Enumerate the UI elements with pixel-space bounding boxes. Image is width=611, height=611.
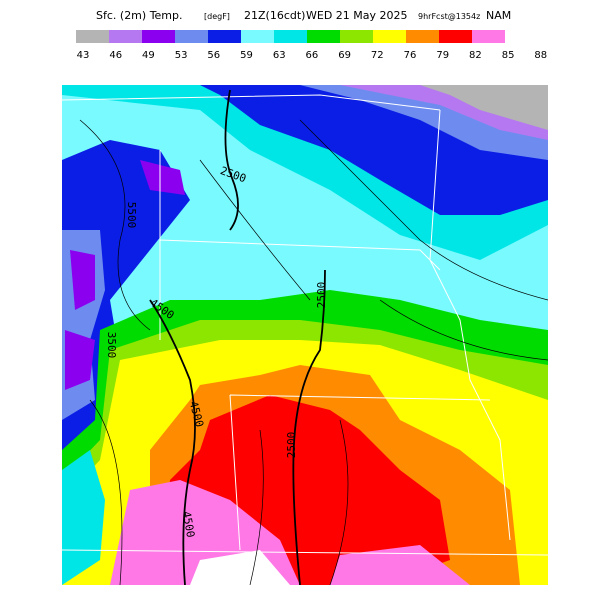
title-part: 21Z(16cdt) [244,9,305,22]
colorbar-label: 69 [338,50,351,61]
contour-label: 3500 [105,332,118,359]
contour-label: 5500 [125,202,138,229]
temperature-field [62,85,548,585]
colorbar-label: 49 [142,50,155,61]
colorbar-label: 79 [436,50,449,61]
contour-label: 2500 [315,282,328,309]
title-part: NAM [486,9,511,22]
title-part: WED 21 May 2025 [306,9,408,22]
colorbar-swatch [142,30,175,43]
field-west-blue [62,140,190,470]
colorbar-label: 76 [404,50,417,61]
field-sw-cyan [62,450,105,585]
colorbar-swatch [340,30,373,43]
colorbar-label: 72 [371,50,384,61]
field-gray [420,85,548,130]
field-pink [110,480,470,585]
contour-major-lines [149,89,326,585]
state-borders [62,94,548,556]
contour-lines [79,119,548,585]
colorbar-label: 88 [534,50,547,61]
colorbar-label: 82 [469,50,482,61]
title: Sfc. (2m) Temp. [degF] 21Z(16cdt) WED 21 Ma… [96,9,511,22]
title-part: 9hrFcst@1354z [418,12,480,21]
colorbar: 43 46 49 53 56 59 63 66 69 72 76 79 82 85 88 [76,30,547,61]
colorbar-swatch [406,30,439,43]
colorbar-swatch [109,30,142,43]
colorbar-swatch [472,30,505,43]
contour-label: 4500 [180,510,197,538]
colorbar-label: 85 [502,50,515,61]
colorbar-swatch [175,30,208,43]
colorbar-swatch [241,30,274,43]
colorbar-swatch [307,30,340,43]
contour-label: 2500 [285,432,298,459]
colorbar-swatch [373,30,406,43]
field-white [190,550,290,585]
title-part: Sfc. (2m) Temp. [96,9,183,22]
colorbar-label: 43 [77,50,90,61]
colorbar-label: 53 [175,50,188,61]
colorbar-label: 59 [240,50,253,61]
colorbar-swatch [208,30,241,43]
colorbar-label: 56 [207,50,220,61]
colorbar-swatch [76,30,109,43]
colorbar-label: 46 [109,50,122,61]
colorbar-label: 63 [273,50,286,61]
colorbar-label: 66 [306,50,319,61]
colorbar-swatch [274,30,307,43]
colorbar-swatch [439,30,472,43]
field-west-purple [65,160,185,390]
title-part: [degF] [204,12,230,21]
